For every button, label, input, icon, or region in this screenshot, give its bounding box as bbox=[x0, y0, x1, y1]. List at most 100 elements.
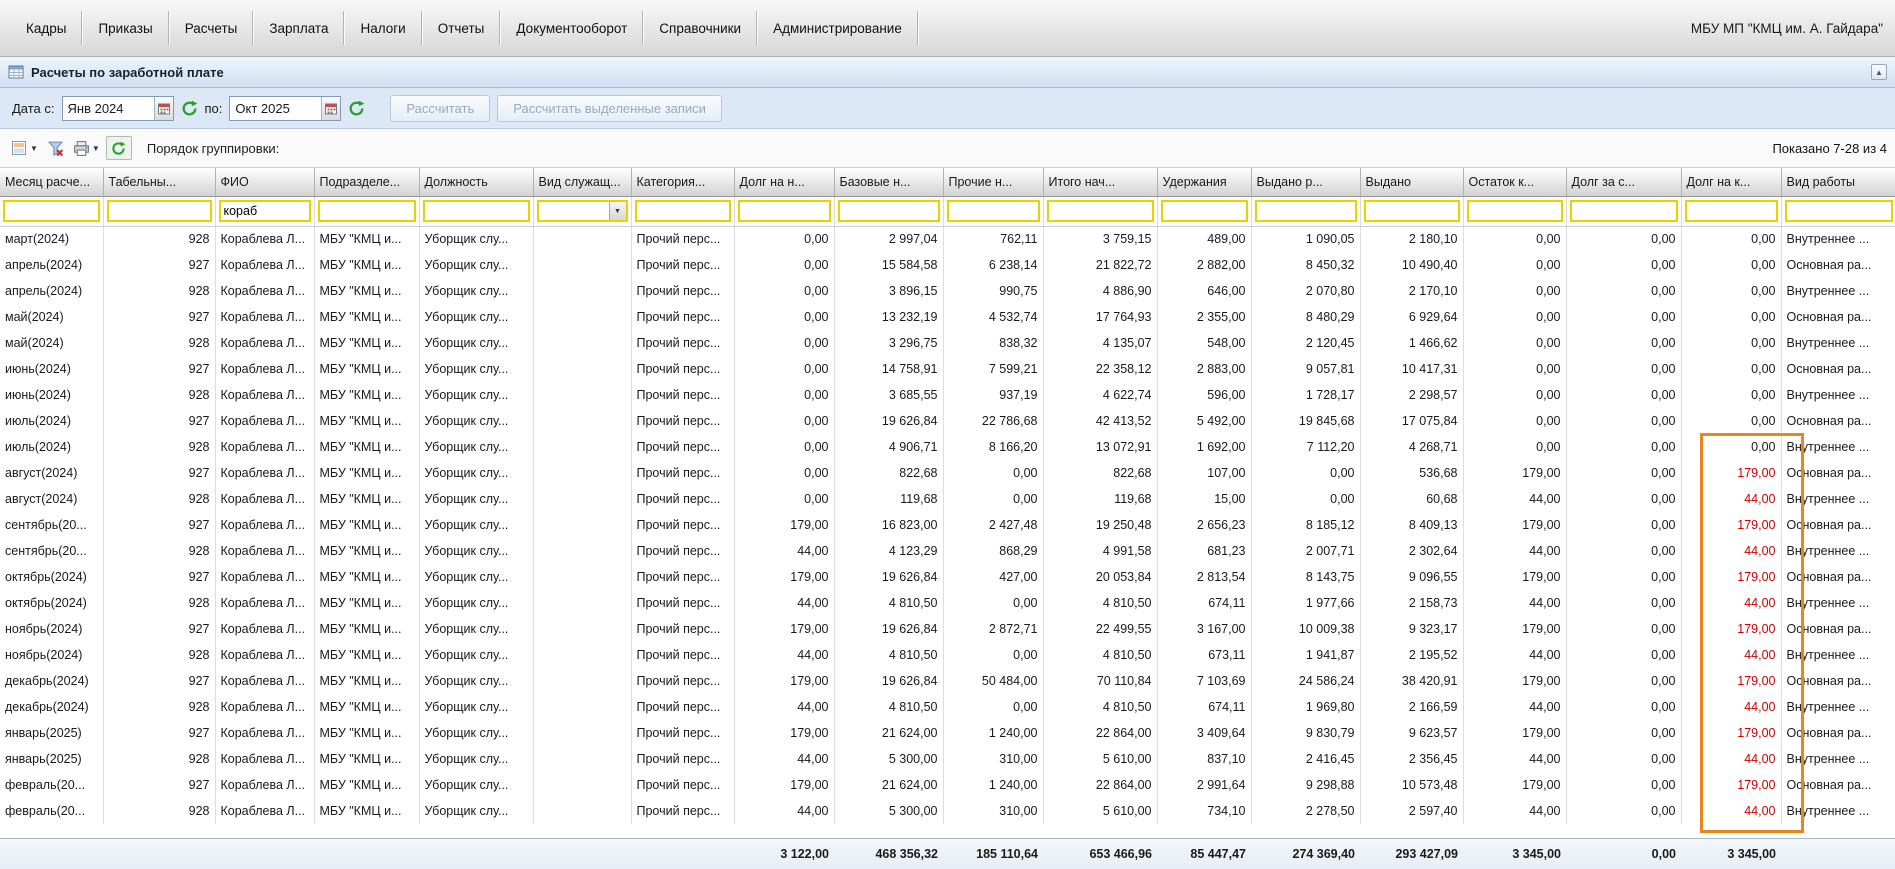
cell-work_type[interactable]: Основная ра... bbox=[1781, 252, 1895, 278]
date-to-field[interactable]: Окт 2025 bbox=[229, 96, 341, 121]
cell-base_accruals[interactable]: 13 232,19 bbox=[834, 304, 943, 330]
table-row[interactable]: июнь(2024)928Кораблева Л...МБУ "КМЦ и...… bbox=[0, 382, 1895, 408]
cell-fio[interactable]: Кораблева Л... bbox=[215, 720, 314, 746]
cell-withheld[interactable]: 681,23 bbox=[1157, 538, 1251, 564]
cell-other_accruals[interactable]: 0,00 bbox=[943, 460, 1043, 486]
chevron-down-icon[interactable]: ▼ bbox=[609, 202, 626, 220]
cell-remainder[interactable]: 44,00 bbox=[1463, 486, 1566, 512]
cell-remainder[interactable]: 0,00 bbox=[1463, 382, 1566, 408]
table-row[interactable]: декабрь(2024)927Кораблева Л...МБУ "КМЦ и… bbox=[0, 668, 1895, 694]
cell-base_accruals[interactable]: 2 997,04 bbox=[834, 226, 943, 252]
cell-position[interactable]: Уборщик слу... bbox=[419, 798, 533, 824]
cell-fio[interactable]: Кораблева Л... bbox=[215, 694, 314, 720]
cell-remainder[interactable]: 0,00 bbox=[1463, 356, 1566, 382]
cell-category[interactable]: Прочий перс... bbox=[631, 642, 734, 668]
cell-serv_type[interactable] bbox=[533, 616, 631, 642]
cell-debt_end[interactable]: 179,00 bbox=[1681, 720, 1781, 746]
cell-remainder[interactable]: 179,00 bbox=[1463, 616, 1566, 642]
cell-debt_for[interactable]: 0,00 bbox=[1566, 278, 1681, 304]
cell-category[interactable]: Прочий перс... bbox=[631, 486, 734, 512]
cell-category[interactable]: Прочий перс... bbox=[631, 252, 734, 278]
cell-position[interactable]: Уборщик слу... bbox=[419, 668, 533, 694]
cell-debt_start[interactable]: 179,00 bbox=[734, 616, 834, 642]
reset-date-icon[interactable] bbox=[181, 100, 198, 117]
cell-emp_no[interactable]: 928 bbox=[103, 694, 215, 720]
clear-filter-icon[interactable] bbox=[44, 135, 67, 161]
cell-debt_end[interactable]: 0,00 bbox=[1681, 226, 1781, 252]
cell-dept[interactable]: МБУ "КМЦ и... bbox=[314, 356, 419, 382]
cell-debt_for[interactable]: 0,00 bbox=[1566, 486, 1681, 512]
column-header-withheld[interactable]: Удержания bbox=[1157, 168, 1251, 196]
cell-withheld[interactable]: 3 167,00 bbox=[1157, 616, 1251, 642]
cell-serv_type[interactable] bbox=[533, 486, 631, 512]
cell-debt_for[interactable]: 0,00 bbox=[1566, 590, 1681, 616]
cell-work_type[interactable]: Основная ра... bbox=[1781, 460, 1895, 486]
table-row[interactable]: октябрь(2024)927Кораблева Л...МБУ "КМЦ и… bbox=[0, 564, 1895, 590]
table-row[interactable]: август(2024)927Кораблева Л...МБУ "КМЦ и.… bbox=[0, 460, 1895, 486]
table-row[interactable]: июнь(2024)927Кораблева Л...МБУ "КМЦ и...… bbox=[0, 356, 1895, 382]
cell-remainder[interactable]: 0,00 bbox=[1463, 434, 1566, 460]
column-header-debt_for[interactable]: Долг за с... bbox=[1566, 168, 1681, 196]
filter-input-base_accruals[interactable] bbox=[838, 200, 940, 222]
cell-debt_for[interactable]: 0,00 bbox=[1566, 798, 1681, 824]
cell-other_accruals[interactable]: 868,29 bbox=[943, 538, 1043, 564]
cell-serv_type[interactable] bbox=[533, 512, 631, 538]
cell-paid_r[interactable]: 10 009,38 bbox=[1251, 616, 1360, 642]
cell-emp_no[interactable]: 928 bbox=[103, 538, 215, 564]
cell-position[interactable]: Уборщик слу... bbox=[419, 486, 533, 512]
cell-emp_no[interactable]: 927 bbox=[103, 564, 215, 590]
cell-debt_start[interactable]: 44,00 bbox=[734, 642, 834, 668]
cell-base_accruals[interactable]: 4 810,50 bbox=[834, 694, 943, 720]
cell-base_accruals[interactable]: 3 896,15 bbox=[834, 278, 943, 304]
cell-debt_start[interactable]: 44,00 bbox=[734, 590, 834, 616]
cell-withheld[interactable]: 2 813,54 bbox=[1157, 564, 1251, 590]
column-header-remainder[interactable]: Остаток к... bbox=[1463, 168, 1566, 196]
cell-work_type[interactable]: Внутреннее ... bbox=[1781, 278, 1895, 304]
cell-debt_start[interactable]: 44,00 bbox=[734, 746, 834, 772]
cell-work_type[interactable]: Внутреннее ... bbox=[1781, 746, 1895, 772]
cell-withheld[interactable]: 107,00 bbox=[1157, 460, 1251, 486]
column-header-debt_end[interactable]: Долг на к... bbox=[1681, 168, 1781, 196]
cell-base_accruals[interactable]: 3 685,55 bbox=[834, 382, 943, 408]
cell-serv_type[interactable] bbox=[533, 382, 631, 408]
cell-category[interactable]: Прочий перс... bbox=[631, 616, 734, 642]
cell-paid_r[interactable]: 8 143,75 bbox=[1251, 564, 1360, 590]
cell-work_type[interactable]: Внутреннее ... bbox=[1781, 798, 1895, 824]
cell-total_accrued[interactable]: 22 358,12 bbox=[1043, 356, 1157, 382]
table-row[interactable]: март(2024)928Кораблева Л...МБУ "КМЦ и...… bbox=[0, 226, 1895, 252]
cell-debt_end[interactable]: 179,00 bbox=[1681, 564, 1781, 590]
cell-category[interactable]: Прочий перс... bbox=[631, 512, 734, 538]
cell-remainder[interactable]: 179,00 bbox=[1463, 772, 1566, 798]
cell-withheld[interactable]: 596,00 bbox=[1157, 382, 1251, 408]
cell-remainder[interactable]: 0,00 bbox=[1463, 408, 1566, 434]
cell-position[interactable]: Уборщик слу... bbox=[419, 408, 533, 434]
cell-debt_end[interactable]: 0,00 bbox=[1681, 382, 1781, 408]
cell-paid[interactable]: 2 298,57 bbox=[1360, 382, 1463, 408]
cell-fio[interactable]: Кораблева Л... bbox=[215, 252, 314, 278]
cell-debt_start[interactable]: 0,00 bbox=[734, 330, 834, 356]
cell-base_accruals[interactable]: 4 123,29 bbox=[834, 538, 943, 564]
cell-position[interactable]: Уборщик слу... bbox=[419, 720, 533, 746]
cell-paid_r[interactable]: 7 112,20 bbox=[1251, 434, 1360, 460]
filter-input-remainder[interactable] bbox=[1467, 200, 1563, 222]
table-row[interactable]: июль(2024)928Кораблева Л...МБУ "КМЦ и...… bbox=[0, 434, 1895, 460]
cell-other_accruals[interactable]: 6 238,14 bbox=[943, 252, 1043, 278]
cell-category[interactable]: Прочий перс... bbox=[631, 226, 734, 252]
cell-total_accrued[interactable]: 13 072,91 bbox=[1043, 434, 1157, 460]
cell-paid[interactable]: 2 170,10 bbox=[1360, 278, 1463, 304]
cell-debt_for[interactable]: 0,00 bbox=[1566, 226, 1681, 252]
column-header-base_accruals[interactable]: Базовые н... bbox=[834, 168, 943, 196]
cell-paid[interactable]: 4 268,71 bbox=[1360, 434, 1463, 460]
cell-debt_end[interactable]: 0,00 bbox=[1681, 330, 1781, 356]
cell-debt_end[interactable]: 179,00 bbox=[1681, 616, 1781, 642]
cell-paid_r[interactable]: 2 416,45 bbox=[1251, 746, 1360, 772]
cell-remainder[interactable]: 44,00 bbox=[1463, 798, 1566, 824]
table-row[interactable]: январь(2025)928Кораблева Л...МБУ "КМЦ и.… bbox=[0, 746, 1895, 772]
cell-debt_for[interactable]: 0,00 bbox=[1566, 512, 1681, 538]
column-header-serv_type[interactable]: Вид служащ... bbox=[533, 168, 631, 196]
cell-category[interactable]: Прочий перс... bbox=[631, 330, 734, 356]
cell-dept[interactable]: МБУ "КМЦ и... bbox=[314, 798, 419, 824]
cell-position[interactable]: Уборщик слу... bbox=[419, 512, 533, 538]
cell-fio[interactable]: Кораблева Л... bbox=[215, 356, 314, 382]
cell-paid[interactable]: 1 466,62 bbox=[1360, 330, 1463, 356]
